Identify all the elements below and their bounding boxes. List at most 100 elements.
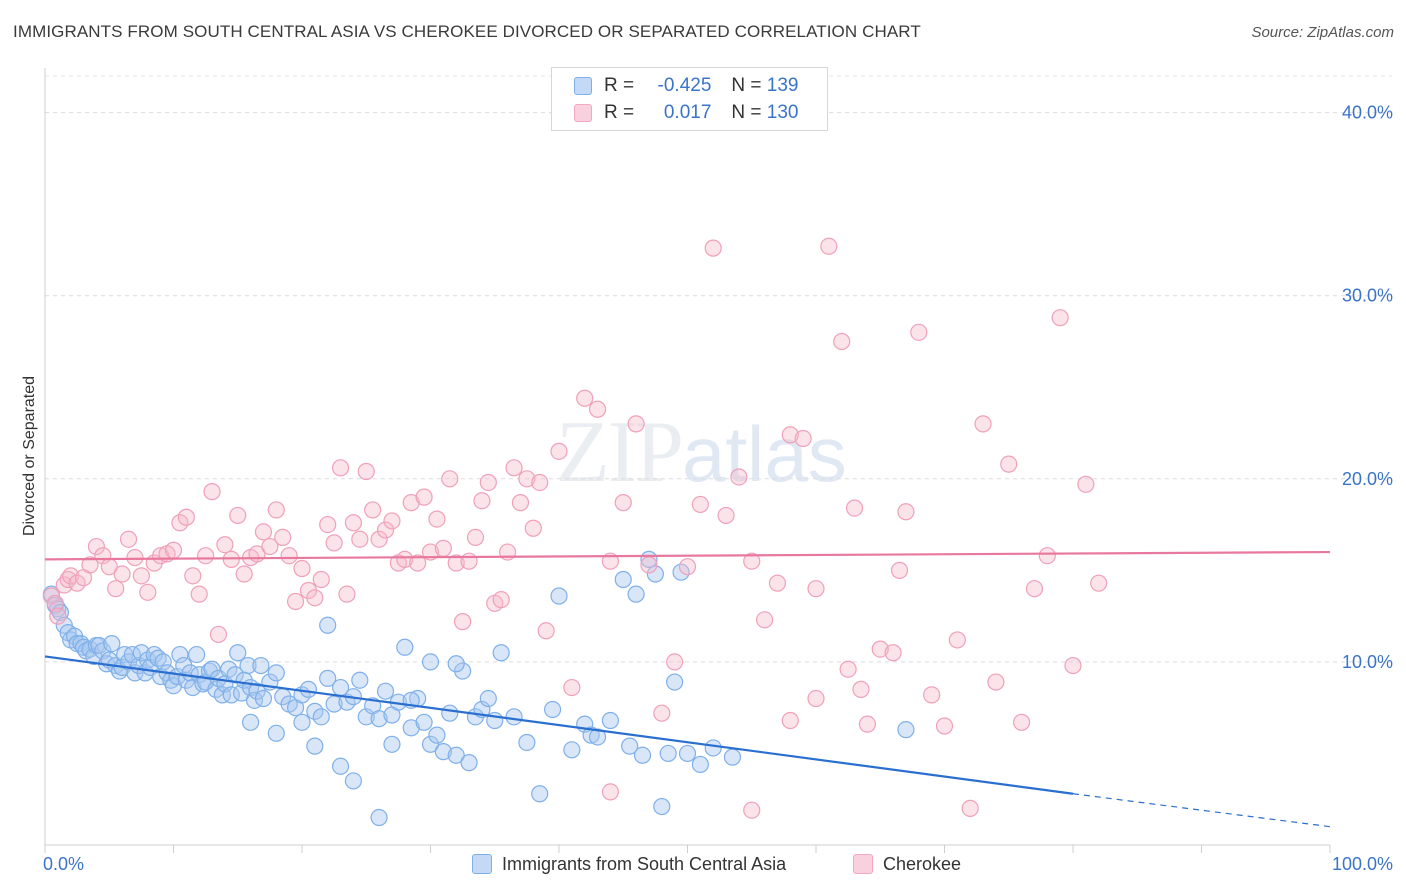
legend-n-value: 130 bbox=[766, 102, 799, 123]
data-point bbox=[188, 645, 206, 664]
data-point bbox=[550, 442, 568, 460]
data-point bbox=[460, 754, 478, 772]
data-point bbox=[49, 607, 67, 625]
legend-swatch-cherokee bbox=[574, 104, 592, 122]
data-point bbox=[781, 711, 799, 730]
data-point bbox=[184, 567, 202, 585]
data-point bbox=[845, 499, 864, 517]
data-point bbox=[492, 591, 510, 609]
data-point bbox=[331, 757, 350, 775]
legend-n-label: N = bbox=[731, 75, 762, 96]
data-point bbox=[948, 631, 966, 649]
data-point bbox=[987, 673, 1005, 691]
data-point bbox=[351, 671, 369, 689]
data-point bbox=[755, 611, 774, 629]
data-point bbox=[331, 459, 350, 477]
data-point bbox=[351, 530, 369, 548]
trend-line-immigrants bbox=[44, 655, 1074, 795]
data-point bbox=[107, 580, 125, 598]
data-point bbox=[213, 686, 231, 704]
data-point bbox=[897, 503, 915, 521]
data-point bbox=[415, 488, 433, 506]
data-point bbox=[267, 501, 285, 519]
data-point bbox=[935, 717, 954, 735]
data-point bbox=[421, 543, 440, 561]
data-point bbox=[691, 755, 709, 774]
data-point bbox=[704, 239, 722, 257]
data-point bbox=[428, 510, 446, 528]
bottom-legend-cherokee: Cherokee bbox=[853, 852, 961, 876]
data-point bbox=[627, 585, 645, 603]
data-point bbox=[441, 470, 459, 488]
data-point bbox=[434, 743, 452, 761]
data-point bbox=[370, 710, 388, 728]
data-point bbox=[614, 494, 632, 512]
data-point bbox=[492, 644, 510, 662]
data-point bbox=[293, 559, 311, 578]
data-point bbox=[743, 552, 761, 570]
data-point bbox=[1051, 309, 1069, 327]
data-point bbox=[678, 558, 697, 576]
data-point bbox=[614, 570, 632, 589]
data-point bbox=[402, 494, 420, 512]
data-point bbox=[312, 708, 330, 726]
legend-r-label: R = bbox=[604, 102, 635, 123]
data-point bbox=[421, 653, 440, 671]
data-point bbox=[319, 616, 337, 634]
data-point bbox=[730, 468, 748, 486]
legend-row-immigrants: R = -0.425 N = 139 bbox=[574, 74, 798, 98]
data-point bbox=[627, 415, 645, 433]
data-point bbox=[434, 539, 452, 557]
data-point bbox=[524, 519, 542, 537]
legend-n-value: 139 bbox=[766, 75, 799, 96]
data-point bbox=[1025, 580, 1044, 598]
data-point bbox=[261, 537, 279, 556]
x-tick-label: 0.0% bbox=[43, 854, 84, 874]
data-point bbox=[421, 735, 440, 753]
data-point bbox=[126, 548, 144, 567]
data-point bbox=[396, 550, 414, 568]
trend-lines bbox=[44, 550, 1331, 828]
data-point bbox=[81, 556, 99, 574]
data-point bbox=[164, 541, 183, 559]
data-point bbox=[460, 552, 478, 570]
data-point bbox=[254, 523, 273, 541]
data-point bbox=[723, 748, 742, 766]
data-point bbox=[306, 737, 324, 755]
data-point bbox=[633, 746, 652, 764]
watermark-part1: ZIP bbox=[556, 404, 684, 501]
data-point bbox=[871, 640, 889, 658]
data-point bbox=[852, 680, 870, 698]
data-point bbox=[409, 554, 427, 572]
legend-r-value: -0.425 bbox=[657, 75, 712, 96]
data-point bbox=[376, 521, 395, 539]
data-point bbox=[582, 726, 600, 744]
data-point bbox=[717, 506, 735, 525]
data-point bbox=[312, 570, 330, 589]
data-point bbox=[197, 547, 215, 565]
legend-row-cherokee: R = 0.017 N = 130 bbox=[574, 101, 798, 125]
data-point bbox=[203, 660, 221, 678]
data-point bbox=[280, 547, 298, 565]
data-point bbox=[511, 494, 530, 512]
data-point bbox=[319, 515, 337, 534]
data-point bbox=[531, 785, 549, 803]
data-point bbox=[254, 689, 273, 708]
data-point bbox=[653, 704, 671, 722]
data-point bbox=[46, 594, 64, 612]
data-point bbox=[563, 678, 581, 697]
data-point bbox=[743, 801, 761, 819]
data-point bbox=[576, 389, 594, 407]
data-point bbox=[1000, 455, 1018, 473]
x-tick-label: 100.0% bbox=[1332, 854, 1393, 874]
data-point bbox=[466, 528, 485, 547]
data-point bbox=[344, 772, 362, 790]
data-point bbox=[454, 613, 472, 631]
y-tick-label: 30.0% bbox=[1342, 286, 1393, 306]
y-tick-label: 10.0% bbox=[1342, 652, 1393, 672]
data-point bbox=[601, 783, 620, 801]
data-point bbox=[286, 592, 305, 611]
data-point bbox=[890, 561, 909, 579]
bottom-legend-label-cherokee: Cherokee bbox=[883, 853, 962, 874]
